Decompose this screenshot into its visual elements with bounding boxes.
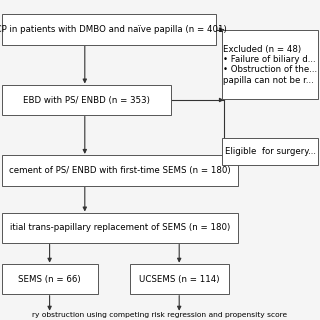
FancyBboxPatch shape — [130, 264, 229, 294]
Text: SEMS (n = 66): SEMS (n = 66) — [18, 275, 81, 284]
FancyBboxPatch shape — [222, 30, 318, 99]
FancyBboxPatch shape — [2, 85, 171, 115]
FancyBboxPatch shape — [222, 138, 318, 165]
FancyBboxPatch shape — [2, 155, 238, 186]
FancyBboxPatch shape — [2, 14, 216, 45]
Text: Eligible  for surgery...: Eligible for surgery... — [225, 147, 316, 156]
Text: Excluded (n = 48)
• Failure of biliary d...
• Obstruction of the...
papilla can : Excluded (n = 48) • Failure of biliary d… — [223, 45, 317, 85]
Text: cement of PS/ ENBD with first-time SEMS (n = 180): cement of PS/ ENBD with first-time SEMS … — [9, 166, 231, 175]
FancyBboxPatch shape — [2, 264, 98, 294]
Text: UCSEMS (n = 114): UCSEMS (n = 114) — [139, 275, 220, 284]
Text: RCP in patients with DMBO and naïve papilla (n = 401): RCP in patients with DMBO and naïve papi… — [0, 25, 227, 34]
Text: EBD with PS/ ENBD (n = 353): EBD with PS/ ENBD (n = 353) — [23, 95, 150, 105]
Text: ry obstruction using competing risk regression and propensity score: ry obstruction using competing risk regr… — [32, 312, 288, 318]
Text: itial trans-papillary replacement of SEMS (n = 180): itial trans-papillary replacement of SEM… — [10, 223, 230, 233]
FancyBboxPatch shape — [2, 213, 238, 243]
